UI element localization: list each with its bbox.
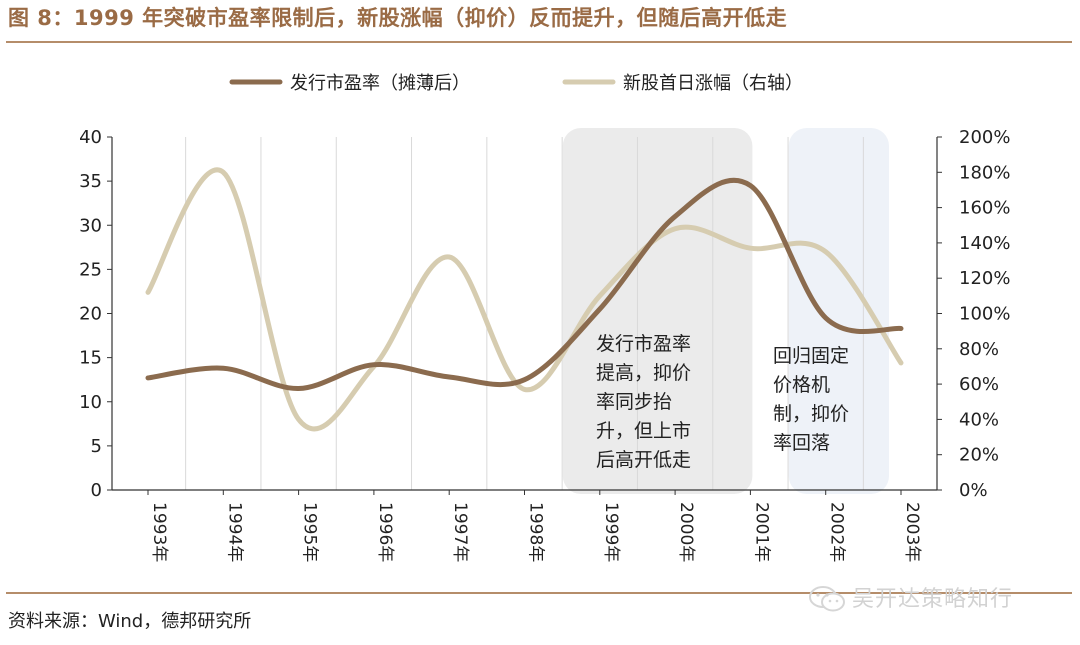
y-left-tick-label: 5 — [91, 436, 102, 457]
y-right-tick-label: 160% — [959, 198, 1010, 219]
annotation-text-line: 价格机 — [773, 374, 830, 396]
annotation-text-line: 率同步抬 — [596, 391, 672, 413]
source-note: 资料来源：Wind，德邦研究所 — [8, 611, 252, 632]
annotation-text-line: 发行市盈率 — [596, 333, 691, 355]
wechat-icon — [809, 586, 845, 612]
annotation-text-line: 后高开低走 — [596, 449, 691, 471]
y-left-tick-label: 40 — [79, 127, 102, 148]
annotation-shade-layer — [562, 128, 889, 494]
legend: 发行市盈率（摊薄后） 新股首日涨幅（右轴） — [229, 73, 803, 94]
series-line-first-day-return — [145, 167, 904, 432]
annotation-text-line: 提高，抑价 — [596, 362, 691, 384]
x-tick-label: 2002年 — [827, 502, 847, 562]
y-right-tick-label: 40% — [959, 409, 999, 430]
y-right-tick-label: 200% — [959, 127, 1010, 148]
x-tick-label: 1998年 — [526, 502, 546, 562]
y-right-tick-label: 180% — [959, 162, 1010, 183]
grid-layer — [185, 137, 864, 490]
y-left-tick-label: 35 — [79, 171, 102, 192]
x-tick-label: 1993年 — [149, 502, 169, 562]
y-right-tick-label: 60% — [959, 374, 999, 395]
annotation-text-line: 制，抑价 — [773, 403, 849, 425]
x-tick-label: 2001年 — [751, 502, 771, 562]
y-right-tick-label: 80% — [959, 339, 999, 360]
axis-layer: 0 5 10 15 20 25 30 35 40 0% 20% 40% 60% 80% 100% 120% 14… — [79, 127, 1010, 562]
y-left-tick-label: 30 — [79, 215, 102, 236]
x-tick-label: 2003年 — [902, 502, 922, 562]
annotation-text-line: 率回落 — [773, 432, 830, 454]
legend-label-issue-pe: 发行市盈率（摊薄后） — [290, 73, 470, 94]
y-left-tick-label: 0 — [91, 480, 102, 501]
top-rule — [6, 41, 1072, 43]
y-right-tick-label: 0% — [959, 480, 988, 501]
series-line-issue-pe — [145, 177, 904, 392]
x-tick-label: 1995年 — [300, 502, 320, 562]
y-right-tick-label: 100% — [959, 304, 1010, 325]
y-left-tick-label: 20 — [79, 304, 102, 325]
x-tick-label: 2000年 — [676, 502, 696, 562]
annotation-text-line: 升，但上市 — [596, 420, 691, 442]
bottom-rule — [6, 592, 1072, 594]
figure-title: 图 8：1999 年突破市盈率限制后，新股涨幅（抑价）反而提升，但随后高开低走 — [8, 6, 788, 30]
annotation-text-line: 回归固定 — [773, 345, 849, 367]
y-left-tick-label: 10 — [79, 392, 102, 413]
watermark: 吴开达策略知行 — [852, 587, 1014, 612]
x-tick-label: 1994年 — [224, 502, 244, 562]
x-tick-label: 1997年 — [450, 502, 470, 562]
y-right-tick-label: 20% — [959, 445, 999, 466]
x-tick-label: 1996年 — [375, 502, 395, 562]
annotation-box-box-2002-2003 — [788, 128, 889, 494]
chart: 0 5 10 15 20 25 30 35 40 0% 20% 40% 60% 80% 100% 120% 14… — [79, 73, 1010, 562]
legend-label-first-day-return: 新股首日涨幅（右轴） — [623, 73, 803, 94]
series-layer — [145, 167, 904, 432]
y-left-tick-label: 15 — [79, 348, 102, 369]
x-tick-label: 1999年 — [601, 502, 621, 562]
y-right-tick-label: 120% — [959, 268, 1010, 289]
annotation-box-box-1999-2001 — [562, 128, 753, 494]
y-right-tick-label: 140% — [959, 233, 1010, 254]
y-left-tick-label: 25 — [79, 259, 102, 280]
